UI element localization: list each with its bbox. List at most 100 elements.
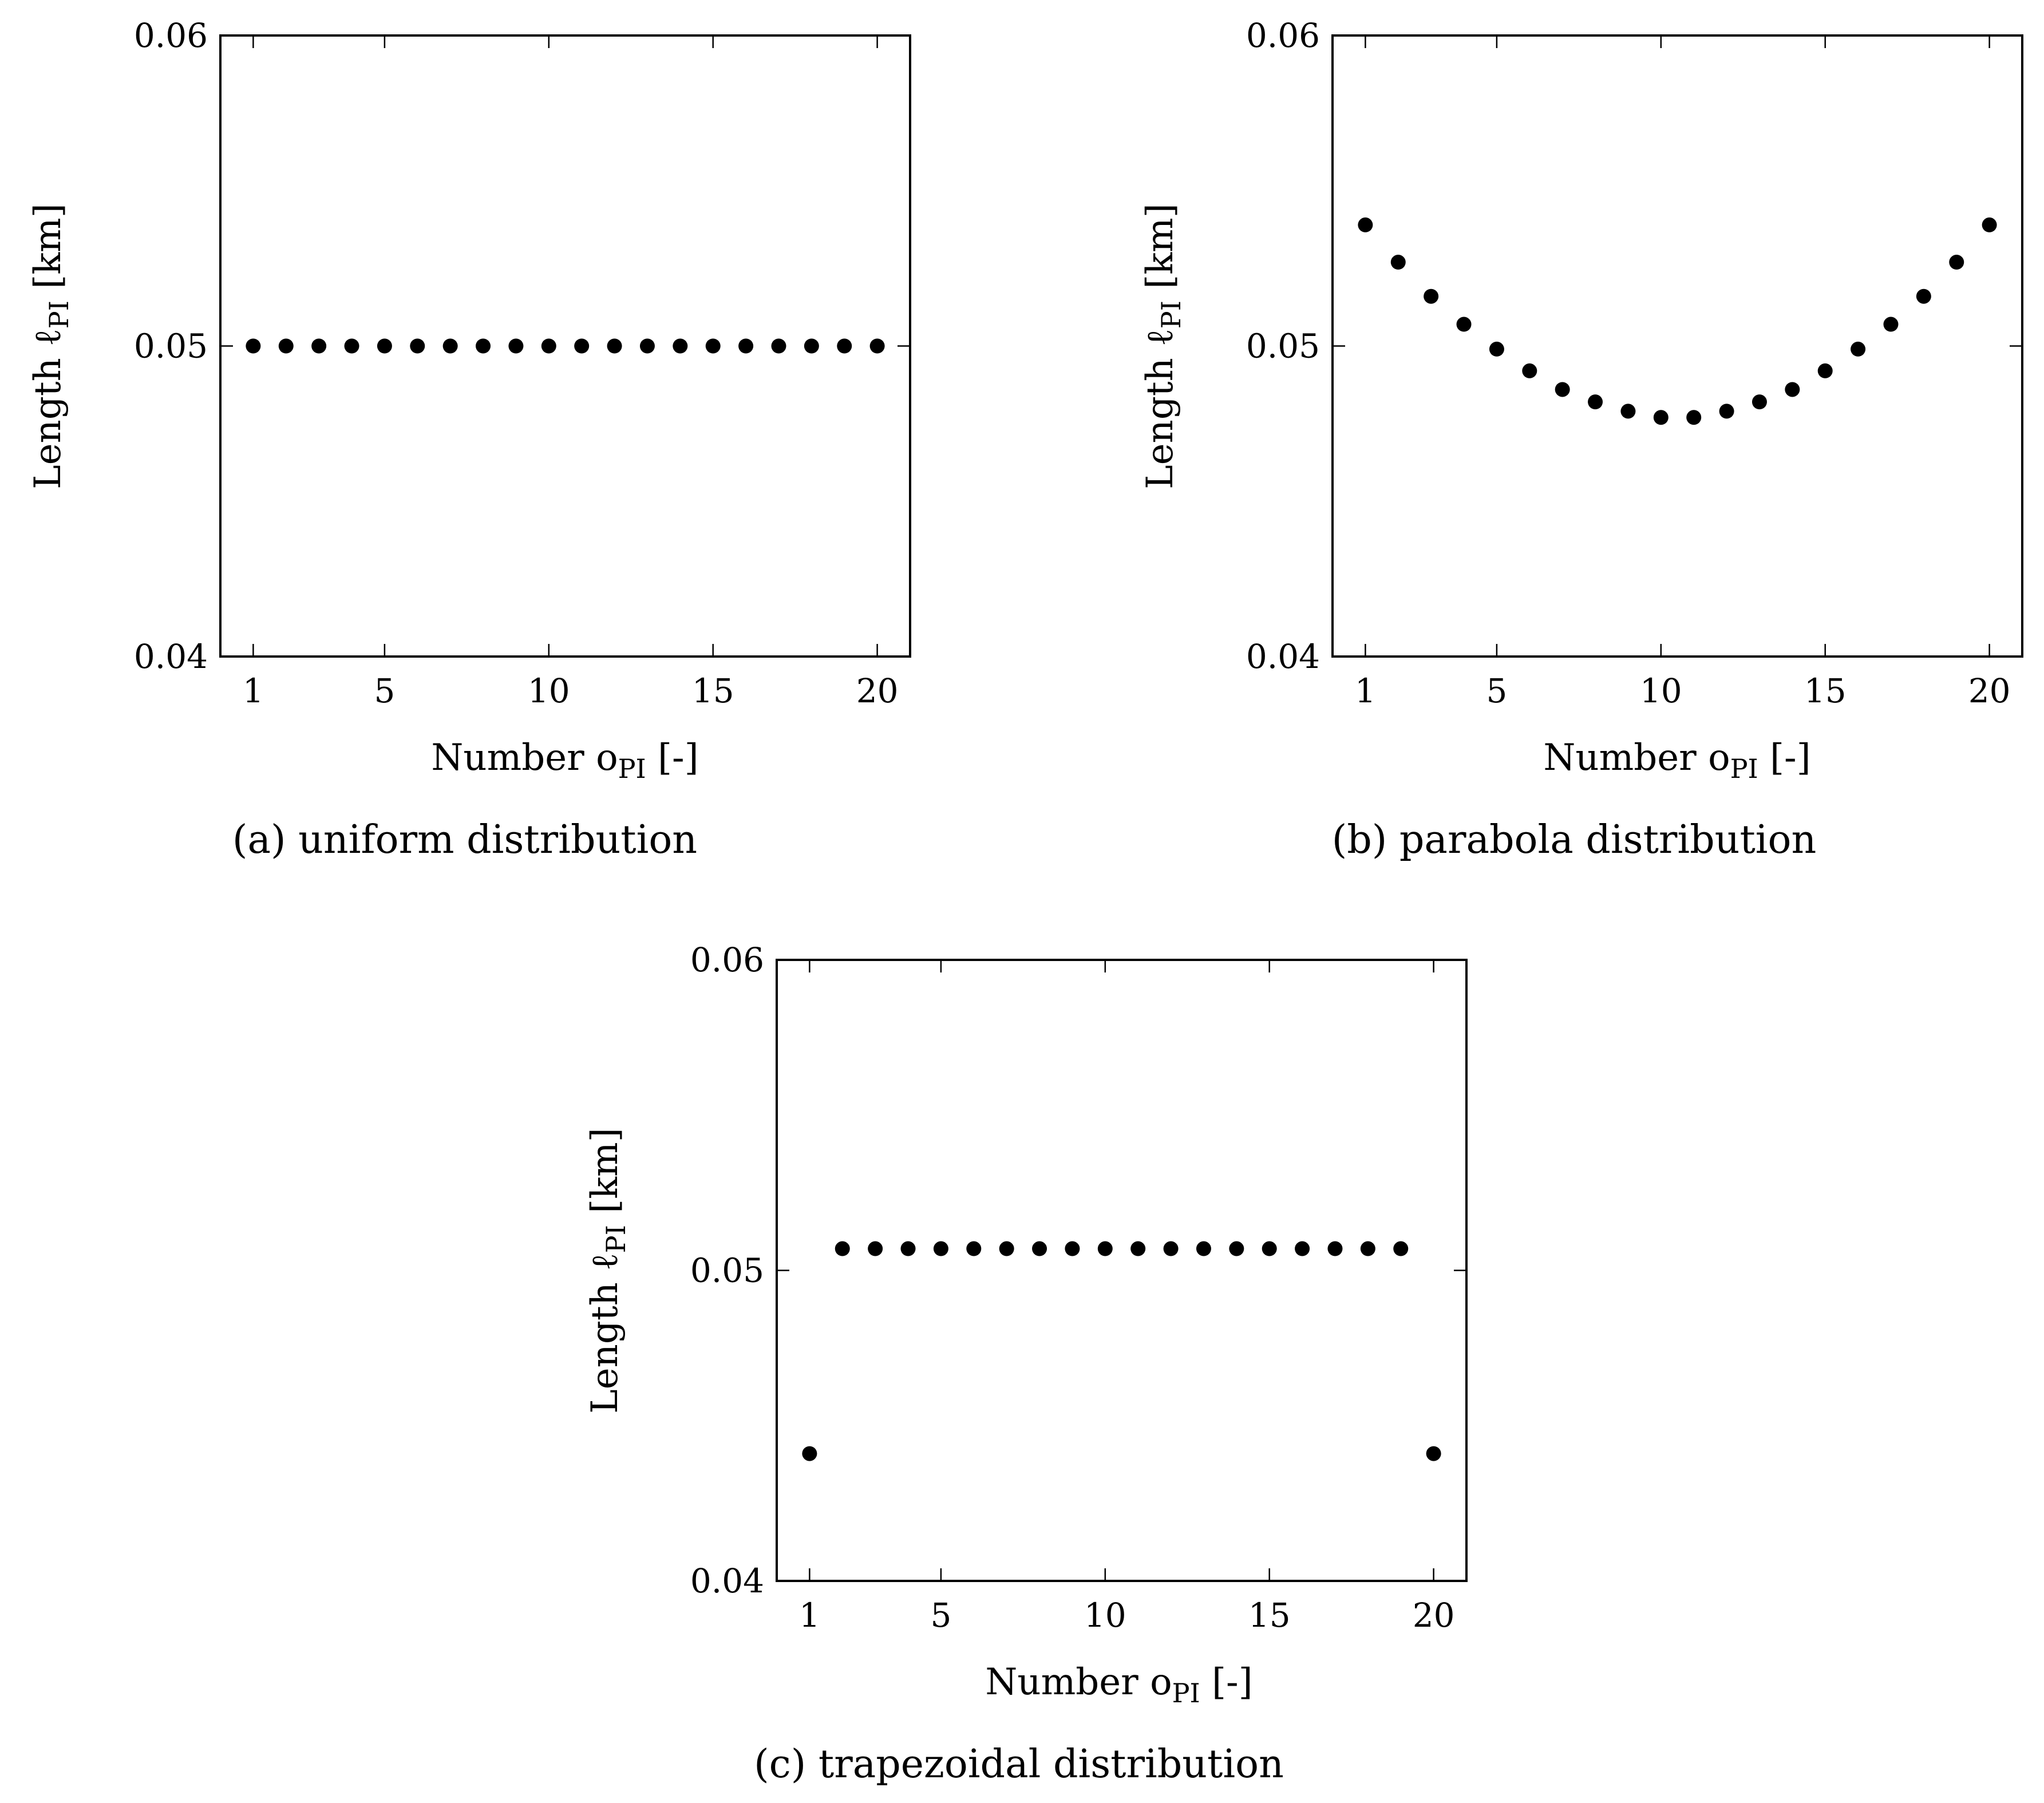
data-point-c-11 (1130, 1241, 1146, 1256)
data-point-c-9 (1065, 1241, 1080, 1256)
caption-b: (b) parabola distribution (1332, 817, 1817, 863)
x-tick-label-c-0: 1 (799, 1596, 820, 1635)
x-tick-label-a-4: 20 (856, 671, 899, 710)
x-axis-label-a: Number oPI [-] (431, 737, 698, 784)
panel-a: 1 5 10 15 200.040.050.06 Number oPI [-] Leng… (27, 16, 911, 863)
data-point-a-13 (639, 338, 655, 354)
x-tick-label-a-0: 1 (243, 671, 264, 710)
plot-frame-c (776, 959, 1468, 1582)
data-point-a-11 (574, 338, 590, 354)
x-tick-label-a-2: 10 (528, 671, 570, 710)
data-point-a-12 (607, 338, 622, 354)
data-point-c-20 (1426, 1446, 1441, 1461)
data-point-c-3 (868, 1241, 883, 1256)
data-point-a-1 (246, 338, 261, 354)
data-point-c-7 (999, 1241, 1014, 1256)
data-point-b-17 (1883, 317, 1899, 332)
data-point-c-4 (900, 1241, 916, 1256)
y-tick-label-c-2: 0.06 (690, 940, 764, 979)
data-point-c-6 (966, 1241, 982, 1256)
data-point-c-10 (1097, 1241, 1113, 1256)
data-point-a-9 (508, 338, 524, 354)
y-tick-label-a-0: 0.04 (134, 637, 208, 676)
data-point-a-19 (837, 338, 852, 354)
data-point-a-20 (869, 338, 885, 354)
data-point-c-14 (1229, 1241, 1244, 1256)
panel-b: 1 5 10 15 200.040.050.06 Number oPI [-] Leng… (1139, 16, 2023, 863)
data-point-b-13 (1752, 394, 1767, 410)
data-point-b-6 (1522, 363, 1537, 378)
data-point-a-5 (377, 338, 392, 354)
data-point-a-15 (705, 338, 721, 354)
caption-c: (c) trapezoidal distribution (754, 1742, 1284, 1787)
data-point-b-12 (1719, 404, 1734, 419)
caption-a: (a) uniform distribution (232, 817, 697, 863)
x-tick-label-c-1: 5 (930, 1596, 951, 1635)
marks-a: 1 5 10 15 200.040.050.06 (134, 16, 910, 710)
x-tick-label-c-3: 15 (1248, 1596, 1291, 1635)
data-point-b-18 (1916, 288, 1931, 304)
data-point-c-15 (1262, 1241, 1277, 1256)
data-point-b-16 (1851, 341, 1866, 357)
data-point-c-8 (1032, 1241, 1047, 1256)
data-point-c-1 (802, 1446, 817, 1461)
data-point-c-2 (835, 1241, 850, 1256)
data-point-b-2 (1390, 255, 1406, 270)
data-point-a-14 (673, 338, 688, 354)
data-point-b-11 (1686, 410, 1702, 425)
data-point-c-18 (1360, 1241, 1375, 1256)
data-point-b-1 (1358, 217, 1373, 232)
x-tick-label-a-3: 15 (692, 671, 734, 710)
data-point-a-6 (410, 338, 425, 354)
plot-frame-b (1331, 34, 2023, 658)
data-point-c-13 (1196, 1241, 1211, 1256)
data-point-b-5 (1489, 341, 1504, 357)
data-point-c-17 (1327, 1241, 1343, 1256)
data-point-b-9 (1620, 404, 1636, 419)
data-point-b-19 (1949, 255, 1964, 270)
y-axis-label-c: Length ℓPI [km] (584, 1128, 631, 1413)
data-point-a-4 (344, 338, 359, 354)
data-point-a-18 (804, 338, 819, 354)
data-point-c-19 (1393, 1241, 1409, 1256)
data-point-b-4 (1456, 317, 1472, 332)
x-tick-label-b-0: 1 (1355, 671, 1376, 710)
y-tick-label-b-0: 0.04 (1246, 637, 1320, 676)
y-tick-label-b-1: 0.05 (1246, 327, 1320, 366)
data-point-c-5 (933, 1241, 948, 1256)
data-point-a-3 (311, 338, 327, 354)
data-point-a-17 (771, 338, 786, 354)
x-tick-label-c-4: 20 (1413, 1596, 1455, 1635)
data-point-b-15 (1817, 363, 1833, 378)
y-tick-label-c-1: 0.05 (690, 1251, 764, 1290)
data-point-a-16 (738, 338, 754, 354)
x-tick-label-b-4: 20 (1968, 671, 2011, 710)
y-tick-label-b-2: 0.06 (1246, 16, 1320, 55)
data-point-a-10 (541, 338, 556, 354)
y-tick-label-a-2: 0.06 (134, 16, 208, 55)
data-point-a-8 (476, 338, 491, 354)
data-point-c-16 (1295, 1241, 1310, 1256)
x-tick-label-b-3: 15 (1804, 671, 1847, 710)
y-axis-label-b: Length ℓPI [km] (1139, 203, 1187, 489)
x-axis-label-c: Number oPI [-] (985, 1661, 1252, 1709)
x-tick-label-a-1: 5 (374, 671, 395, 710)
data-point-b-14 (1785, 382, 1800, 397)
x-axis-label-b: Number oPI [-] (1543, 737, 1810, 784)
data-point-a-7 (442, 338, 458, 354)
data-point-b-8 (1588, 394, 1603, 410)
marks-c: 1 5 10 15 200.040.050.06 (690, 940, 1466, 1635)
y-tick-label-a-1: 0.05 (134, 327, 208, 366)
x-tick-label-b-2: 10 (1640, 671, 1682, 710)
y-axis-label-a: Length ℓPI [km] (27, 203, 74, 489)
x-tick-label-b-1: 5 (1486, 671, 1507, 710)
panel-c: 1 5 10 15 200.040.050.06 Number oPI [-] Leng… (584, 940, 1468, 1787)
marks-b: 1 5 10 15 200.040.050.06 (1246, 16, 2022, 710)
x-tick-label-c-2: 10 (1084, 1596, 1126, 1635)
data-point-b-10 (1653, 410, 1669, 425)
data-point-b-20 (1982, 217, 1997, 232)
data-point-a-2 (278, 338, 294, 354)
y-tick-label-c-0: 0.04 (690, 1561, 764, 1600)
data-point-c-12 (1163, 1241, 1179, 1256)
